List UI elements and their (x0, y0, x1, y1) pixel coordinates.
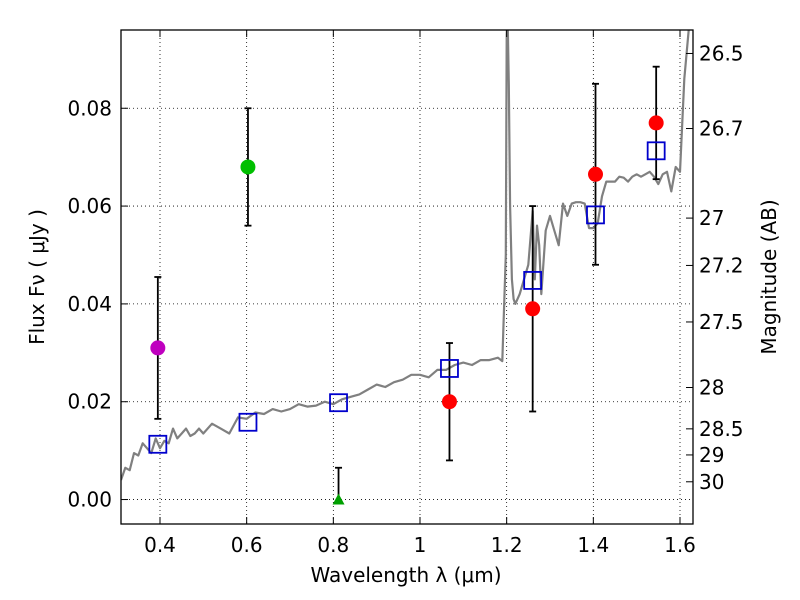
observed-photometry-layer (150, 115, 664, 505)
mag-tick-label: 27 (699, 206, 724, 230)
mag-tick-label: 28 (699, 375, 724, 399)
right-axis-label: Magnitude (AB) (757, 199, 781, 354)
model-photometry-layer (148, 141, 666, 454)
model-spectrum-line (121, 30, 690, 481)
model-point-square (148, 434, 168, 454)
model-point-square (646, 141, 666, 161)
mag-tick-label: 27.5 (699, 310, 744, 334)
mag-tick-label: 26.5 (699, 41, 744, 65)
upper-limit-triangle (332, 493, 345, 505)
x-tick-label: 0.8 (317, 533, 349, 557)
model-point-square (586, 205, 605, 225)
observed-point (441, 394, 457, 410)
model-point-square (440, 359, 459, 378)
mag-tick-label: 28.5 (699, 417, 744, 441)
observed-point (240, 159, 256, 175)
mag-tick-label: 29 (699, 443, 724, 467)
observed-point (588, 166, 603, 182)
magnitude-axis-ticks: 26.5 26.7 27 27.2 27.5 28 28.529 30 (686, 41, 744, 494)
model-point-square (238, 412, 258, 432)
x-tick-label: 1.4 (577, 533, 609, 557)
plot-frame (120, 29, 694, 525)
model-spectrum-layer (121, 30, 690, 481)
mag-tick-label: 26.7 (699, 117, 744, 141)
mag-tick-label: 30 (699, 470, 724, 494)
y-axis-ticks: 0.00 0.02 0.04 0.06 0.08 (67, 96, 128, 512)
observed-point (648, 115, 664, 131)
y-tick-label: 0.08 (67, 96, 112, 120)
y-tick-label: 0.04 (67, 292, 112, 316)
error-bars-layer (154, 65, 660, 500)
mag-tick-label: 27.2 (699, 253, 744, 277)
x-tick-label: 1.2 (491, 533, 523, 557)
x-tick-label: 1.6 (664, 533, 696, 557)
y-tick-label: 0.02 (67, 390, 112, 414)
observed-point (150, 340, 166, 356)
y-tick-label: 0.00 (67, 488, 112, 512)
x-tick-label: 1 (414, 533, 427, 557)
x-axis-label: Wavelength λ (μm) (310, 563, 501, 587)
grid-lines (121, 30, 693, 524)
x-axis-ticks: 0.4 0.6 0.8 1 1.2 1.4 1.6 (144, 30, 696, 557)
x-tick-label: 0.4 (144, 533, 176, 557)
y-axis-label: Flux Fν ( μJy ) (25, 209, 49, 345)
observed-point (525, 301, 541, 317)
y-tick-label: 0.06 (67, 194, 112, 218)
x-tick-label: 0.6 (231, 533, 263, 557)
model-point-square (523, 271, 543, 290)
model-point-square (329, 393, 348, 413)
